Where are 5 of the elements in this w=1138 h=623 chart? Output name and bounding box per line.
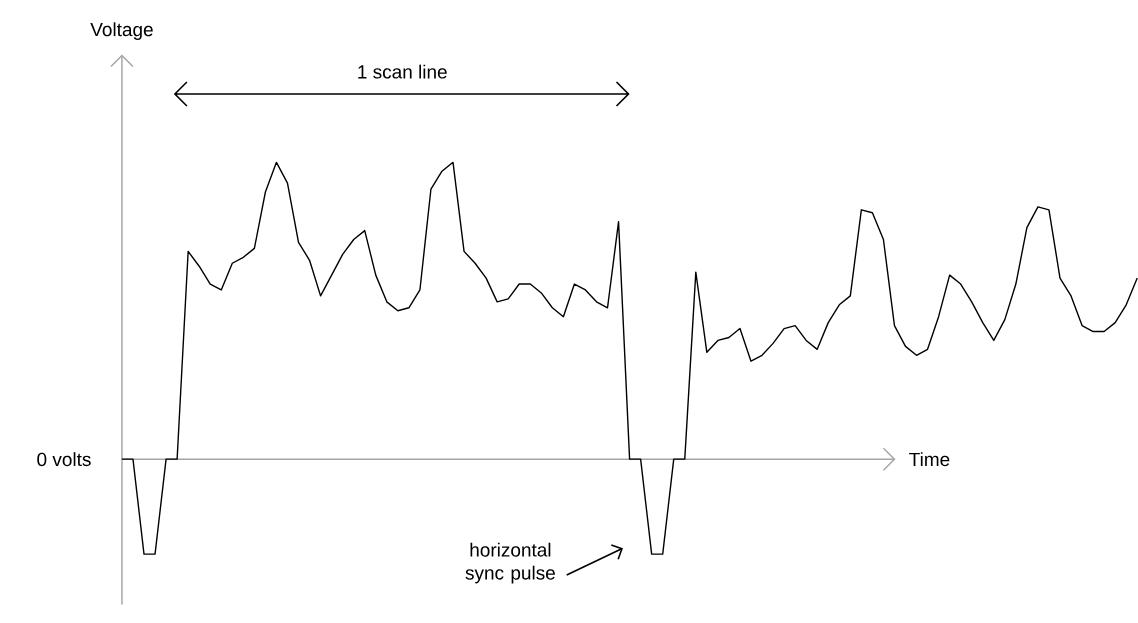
- x-axis-title: Time: [909, 452, 950, 467]
- text: Voltage: [90, 22, 153, 41]
- text: 1 scan line: [358, 64, 447, 79]
- text: 0 volts: [37, 452, 91, 467]
- annotation: horizontal sync pulse: [465, 542, 555, 584]
